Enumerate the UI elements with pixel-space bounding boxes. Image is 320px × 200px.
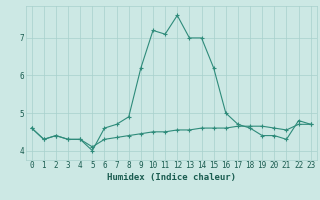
X-axis label: Humidex (Indice chaleur): Humidex (Indice chaleur) (107, 173, 236, 182)
